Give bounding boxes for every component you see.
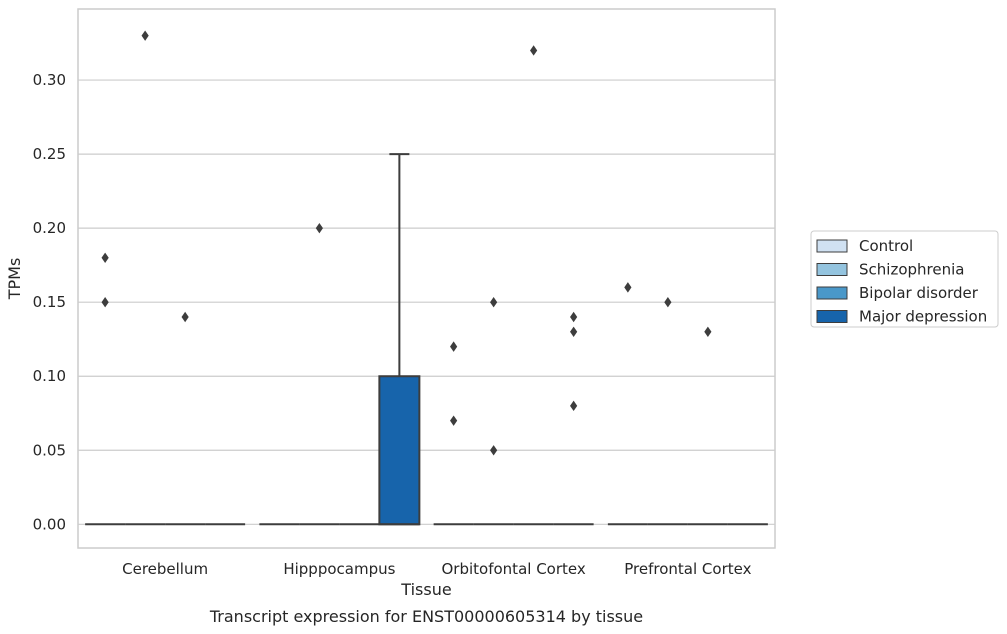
legend-swatch bbox=[816, 310, 848, 323]
outlier-point bbox=[101, 296, 109, 308]
legend-swatch bbox=[816, 286, 848, 300]
outlier-point bbox=[450, 341, 458, 352]
y-tick-label: 0.10 bbox=[33, 367, 66, 385]
outlier-points bbox=[101, 30, 712, 456]
legend-items: Control Schizophrenia Bipolar disorder Majo… bbox=[816, 237, 987, 326]
box-hipppocampus-major-depression bbox=[378, 153, 421, 526]
outlier-point bbox=[704, 326, 712, 338]
outlier-point bbox=[570, 311, 578, 323]
outlier-point bbox=[570, 326, 578, 338]
x-tick-label: Cerebellum bbox=[122, 560, 208, 578]
y-tick-label: 0.15 bbox=[33, 293, 66, 311]
box-groups bbox=[85, 153, 768, 526]
legend-label: Major depression bbox=[859, 308, 987, 326]
y-tick-label: 0.30 bbox=[33, 71, 66, 89]
outlier-point bbox=[530, 45, 538, 56]
outlier-point bbox=[101, 252, 109, 263]
y-tick-label: 0.00 bbox=[33, 515, 66, 533]
y-tick-label: 0.05 bbox=[33, 441, 66, 459]
legend-item-bipolar-disorder: Bipolar disorder bbox=[816, 284, 979, 302]
plot-frame bbox=[77, 8, 776, 549]
outlier-point bbox=[141, 30, 149, 41]
legend-label: Control bbox=[859, 237, 913, 255]
y-axis-title: TPMs bbox=[5, 258, 24, 301]
x-tick-label: Prefrontal Cortex bbox=[624, 560, 751, 578]
grid-lines bbox=[78, 79, 775, 525]
outlier-point bbox=[624, 282, 632, 293]
outlier-point bbox=[181, 311, 189, 323]
x-tick-labels: Cerebellum Hipppocampus Orbitofontal Corte… bbox=[122, 560, 751, 578]
outlier-point bbox=[450, 415, 458, 426]
legend-item-schizophrenia: Schizophrenia bbox=[816, 261, 964, 279]
legend-swatch bbox=[816, 263, 848, 276]
y-tick-label: 0.25 bbox=[33, 145, 66, 163]
legend: Control Schizophrenia Bipolar disorder Majo… bbox=[810, 230, 999, 328]
x-tick-label: Orbitofontal Cortex bbox=[442, 560, 586, 578]
outlier-point bbox=[315, 222, 323, 234]
chart-caption: Transcript expression for ENST0000060531… bbox=[209, 607, 643, 626]
legend-frame bbox=[810, 230, 999, 328]
legend-label: Bipolar disorder bbox=[859, 284, 979, 302]
x-tick-label: Hipppocampus bbox=[283, 560, 395, 578]
outlier-point bbox=[490, 445, 498, 456]
legend-swatch bbox=[816, 239, 848, 253]
outlier-point bbox=[490, 296, 498, 308]
legend-label: Schizophrenia bbox=[859, 261, 964, 279]
legend-item-major-depression: Major depression bbox=[816, 308, 987, 326]
x-axis-title: Tissue bbox=[400, 580, 451, 599]
outlier-point bbox=[570, 400, 578, 412]
y-tick-label: 0.20 bbox=[33, 219, 66, 237]
y-tick-labels: 0.00 0.05 0.10 0.15 0.20 0.25 0.30 bbox=[33, 71, 66, 533]
outlier-point bbox=[664, 296, 672, 308]
box-body bbox=[378, 375, 421, 526]
legend-item-control: Control bbox=[816, 237, 913, 255]
